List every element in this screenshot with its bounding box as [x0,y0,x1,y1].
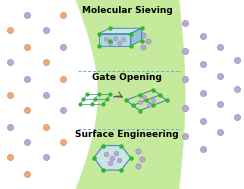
Text: Gate Opening: Gate Opening [92,73,162,82]
Polygon shape [131,28,142,46]
Polygon shape [76,0,185,189]
Polygon shape [94,146,131,170]
Polygon shape [99,34,131,46]
Text: Molecular Sieving: Molecular Sieving [81,6,172,15]
Text: Surface Engineering: Surface Engineering [75,130,179,139]
Polygon shape [99,28,142,34]
